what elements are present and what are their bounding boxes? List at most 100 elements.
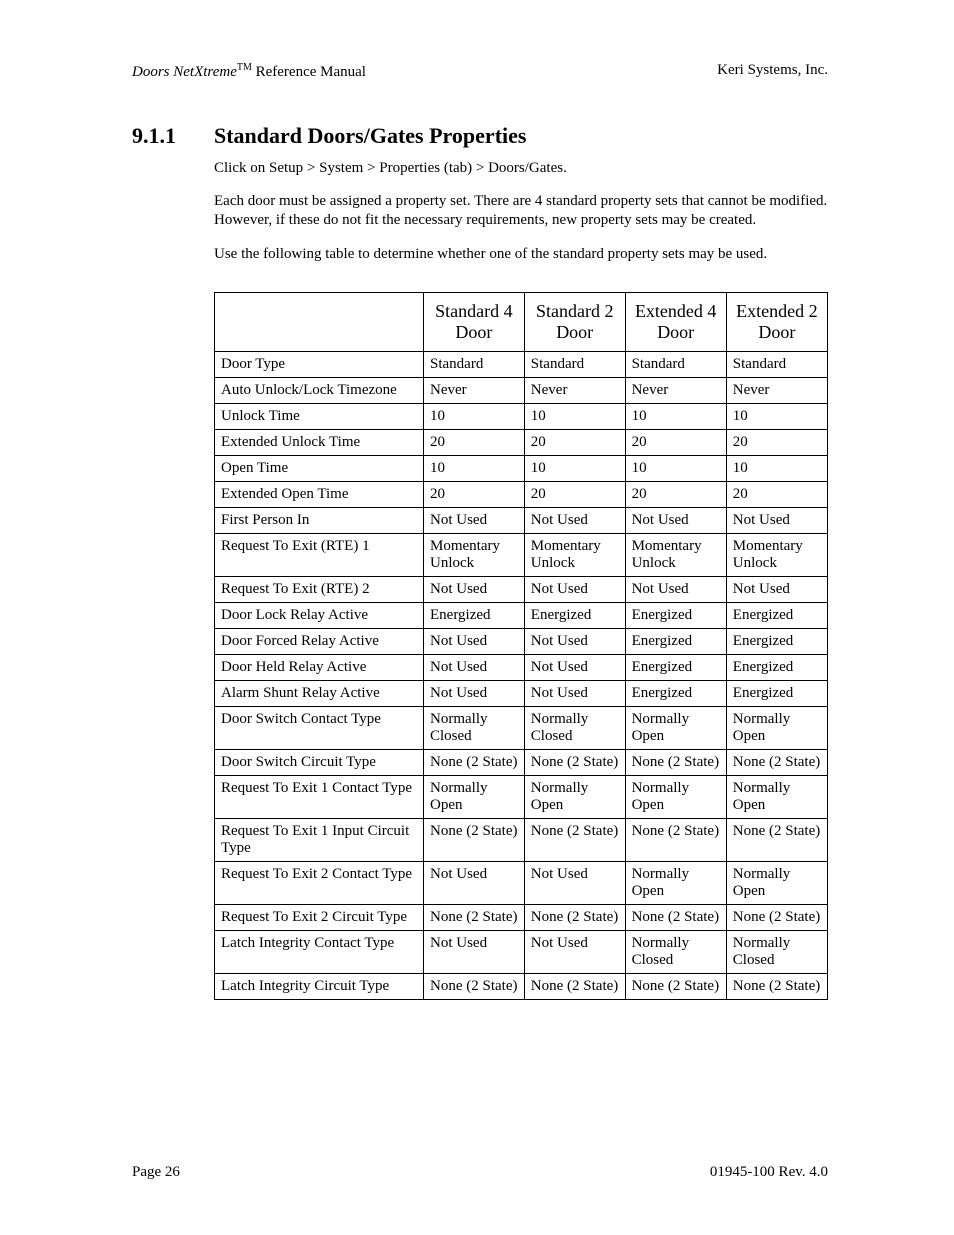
- column-header: Standard 2 Door: [524, 292, 625, 351]
- row-label: Door Forced Relay Active: [215, 628, 424, 654]
- cell: 20: [625, 481, 726, 507]
- cell: Not Used: [726, 507, 827, 533]
- row-label: Extended Open Time: [215, 481, 424, 507]
- cell: Not Used: [424, 507, 525, 533]
- row-label: Request To Exit 1 Contact Type: [215, 775, 424, 818]
- row-label: Request To Exit 1 Input Circuit Type: [215, 818, 424, 861]
- cell: 10: [424, 455, 525, 481]
- cell: Normally Open: [524, 775, 625, 818]
- cell: Standard: [625, 351, 726, 377]
- cell: Normally Open: [424, 775, 525, 818]
- cell: Momentary Unlock: [524, 533, 625, 576]
- cell: Not Used: [424, 930, 525, 973]
- section-title-text: Standard Doors/Gates Properties: [214, 123, 526, 148]
- cell: None (2 State): [524, 973, 625, 999]
- row-label: Request To Exit (RTE) 1: [215, 533, 424, 576]
- cell: Not Used: [524, 628, 625, 654]
- cell: Normally Open: [726, 861, 827, 904]
- table-row: First Person InNot UsedNot UsedNot UsedN…: [215, 507, 828, 533]
- body-text: Click on Setup > System > Properties (ta…: [214, 159, 828, 264]
- product-name: Doors NetXtreme: [132, 64, 237, 80]
- table-header-row: Standard 4 DoorStandard 2 DoorExtended 4…: [215, 292, 828, 351]
- cell: Never: [625, 377, 726, 403]
- cell: Not Used: [524, 654, 625, 680]
- table-row: Request To Exit 1 Contact TypeNormally O…: [215, 775, 828, 818]
- table-row: Request To Exit 2 Circuit Type None (2 St…: [215, 904, 828, 930]
- table-row: Latch Integrity Contact TypeNot UsedNot …: [215, 930, 828, 973]
- section-number: 9.1.1: [132, 123, 214, 149]
- cell: 20: [424, 481, 525, 507]
- row-label: Request To Exit 2 Contact Type: [215, 861, 424, 904]
- cell: Energized: [726, 628, 827, 654]
- cell: None (2 State): [524, 904, 625, 930]
- row-label: Request To Exit (RTE) 2: [215, 576, 424, 602]
- row-label: Door Lock Relay Active: [215, 602, 424, 628]
- paragraph: Click on Setup > System > Properties (ta…: [214, 159, 828, 178]
- cell: Energized: [726, 680, 827, 706]
- cell: Normally Open: [726, 775, 827, 818]
- cell: None (2 State): [424, 749, 525, 775]
- row-label: Door Held Relay Active: [215, 654, 424, 680]
- cell: Not Used: [424, 628, 525, 654]
- cell: Momentary Unlock: [424, 533, 525, 576]
- cell: Normally Closed: [726, 930, 827, 973]
- header-left: Doors NetXtremeTM Reference Manual: [132, 62, 366, 81]
- row-label: Door Type: [215, 351, 424, 377]
- column-header: Extended 2 Door: [726, 292, 827, 351]
- cell: Energized: [625, 680, 726, 706]
- cell: Normally Closed: [424, 706, 525, 749]
- row-label: Latch Integrity Contact Type: [215, 930, 424, 973]
- table-row: Latch Integrity Circuit TypeNone (2 Stat…: [215, 973, 828, 999]
- cell: Not Used: [424, 861, 525, 904]
- cell: None (2 State): [524, 818, 625, 861]
- cell: Never: [726, 377, 827, 403]
- cell: Normally Open: [625, 775, 726, 818]
- paragraph: Each door must be assigned a property se…: [214, 192, 828, 230]
- cell: Momentary Unlock: [625, 533, 726, 576]
- table-header: Standard 4 DoorStandard 2 DoorExtended 4…: [215, 292, 828, 351]
- table-row: Unlock Time10101010: [215, 403, 828, 429]
- table-row: Door Lock Relay ActiveEnergizedEnergized…: [215, 602, 828, 628]
- row-label: Open Time: [215, 455, 424, 481]
- cell: 20: [726, 481, 827, 507]
- row-label: Unlock Time: [215, 403, 424, 429]
- cell: None (2 State): [726, 818, 827, 861]
- table-body: Door TypeStandardStandardStandardStandar…: [215, 351, 828, 999]
- cell: None (2 State): [726, 749, 827, 775]
- properties-table: Standard 4 DoorStandard 2 DoorExtended 4…: [214, 292, 828, 1000]
- cell: None (2 State): [625, 749, 726, 775]
- cell: Normally Open: [726, 706, 827, 749]
- cell: Normally Open: [625, 861, 726, 904]
- cell: Energized: [524, 602, 625, 628]
- page-footer: Page 26 01945-100 Rev. 4.0: [132, 1164, 828, 1181]
- row-label: Auto Unlock/Lock Timezone: [215, 377, 424, 403]
- cell: 10: [524, 403, 625, 429]
- cell: None (2 State): [625, 818, 726, 861]
- page-header: Doors NetXtremeTM Reference Manual Keri …: [132, 62, 828, 81]
- cell: Standard: [726, 351, 827, 377]
- cell: 20: [524, 481, 625, 507]
- cell: None (2 State): [424, 818, 525, 861]
- cell: Normally Closed: [524, 706, 625, 749]
- table-row: Request To Exit 2 Contact TypeNot UsedNo…: [215, 861, 828, 904]
- table-row: Door Switch Circuit TypeNone (2 State)No…: [215, 749, 828, 775]
- cell: Never: [424, 377, 525, 403]
- paragraph: Use the following table to determine whe…: [214, 245, 828, 264]
- cell: 20: [424, 429, 525, 455]
- page-number: Page 26: [132, 1164, 180, 1181]
- section-heading: 9.1.1Standard Doors/Gates Properties: [132, 123, 828, 149]
- row-label: Door Switch Circuit Type: [215, 749, 424, 775]
- cell: Energized: [625, 654, 726, 680]
- cell: Never: [524, 377, 625, 403]
- doc-type: Reference Manual: [252, 64, 366, 80]
- trademark: TM: [237, 62, 252, 73]
- cell: 10: [625, 403, 726, 429]
- table-row: Extended Unlock Time20202020: [215, 429, 828, 455]
- row-label: Request To Exit 2 Circuit Type: [215, 904, 424, 930]
- column-header: Extended 4 Door: [625, 292, 726, 351]
- company-name: Keri Systems, Inc.: [717, 62, 828, 81]
- cell: Not Used: [524, 861, 625, 904]
- cell: Standard: [424, 351, 525, 377]
- cell: 20: [524, 429, 625, 455]
- table-row: Extended Open Time20202020: [215, 481, 828, 507]
